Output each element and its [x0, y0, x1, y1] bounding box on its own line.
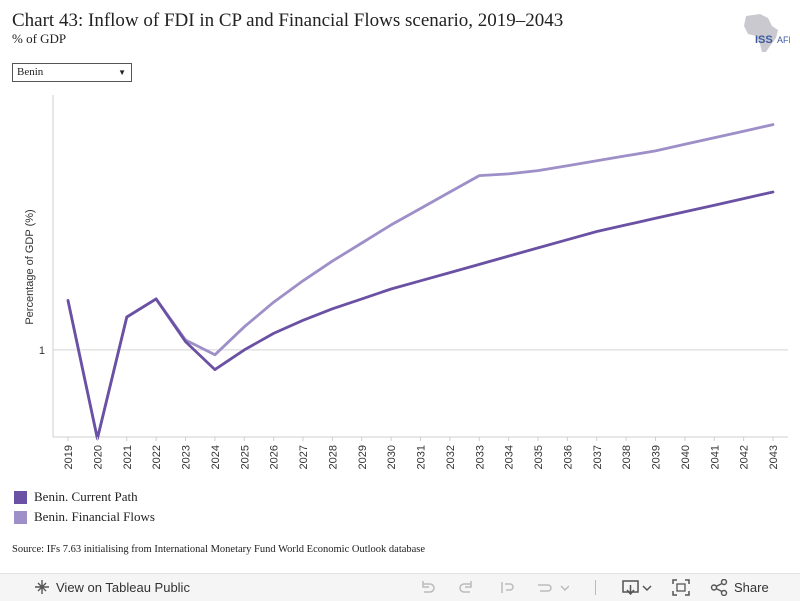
redo-icon[interactable] [458, 579, 476, 596]
x-tick-label: 2021 [122, 445, 134, 469]
line-chart: 2019 2020 2021 2022 2023 2024 2025 2026 2027 2028… [24, 95, 788, 469]
logo-text-iss: ISS [755, 34, 773, 46]
x-tick-label: 2031 [416, 445, 428, 469]
x-tick-label: 2038 [621, 445, 633, 469]
x-tick-label: 2035 [533, 445, 545, 469]
legend-item-financial-flows[interactable]: Benin. Financial Flows [14, 507, 155, 527]
x-tick-label: 2022 [151, 445, 163, 469]
x-tick-label: 2039 [651, 445, 663, 469]
x-tick-label: 2042 [739, 445, 751, 469]
y-tick-label: 1 [39, 345, 45, 357]
x-tick-label: 2043 [768, 445, 780, 469]
x-tick-label: 2030 [386, 445, 398, 469]
tableau-icon [35, 580, 49, 594]
x-tick-label: 2024 [210, 445, 222, 469]
legend-swatch [14, 510, 27, 524]
fullscreen-icon[interactable] [672, 579, 690, 596]
series-line-current-path [66, 190, 775, 441]
legend-label: Benin. Financial Flows [34, 509, 155, 524]
toolbar-separator [595, 580, 596, 595]
undo-icon[interactable] [418, 579, 436, 596]
share-button[interactable]: Share [710, 579, 769, 596]
refresh-icon[interactable] [535, 579, 569, 596]
legend-swatch [14, 490, 27, 504]
country-select[interactable]: Benin ▼ [12, 63, 132, 82]
chart-subtitle: % of GDP [12, 31, 67, 46]
x-axis-ticks: 2019 2020 2021 2022 2023 2024 2025 2026 2027 2028… [63, 437, 780, 469]
x-tick-label: 2019 [63, 445, 75, 469]
tableau-toolbar: View on Tableau Public Share [0, 573, 800, 601]
share-icon [710, 579, 728, 596]
legend-label: Benin. Current Path [34, 489, 138, 504]
x-tick-label: 2025 [239, 445, 251, 469]
chart-legend: Benin. Current Path Benin. Financial Flo… [14, 487, 155, 527]
download-icon[interactable] [622, 579, 652, 596]
chart-series [66, 123, 775, 441]
x-tick-label: 2020 [92, 445, 104, 469]
x-tick-label: 2033 [474, 445, 486, 469]
x-tick-label: 2029 [357, 445, 369, 469]
x-tick-label: 2036 [562, 445, 574, 469]
x-tick-label: 2027 [298, 445, 310, 469]
x-tick-label: 2041 [709, 445, 721, 469]
view-on-tableau-label: View on Tableau Public [56, 579, 190, 595]
x-tick-label: 2040 [680, 445, 692, 469]
chevron-down-icon: ▼ [118, 68, 126, 77]
share-label: Share [734, 580, 769, 595]
chart-title: Chart 43: Inflow of FDI in CP and Financ… [12, 10, 564, 31]
x-tick-label: 2023 [181, 445, 193, 469]
country-select-value: Benin [17, 66, 44, 78]
x-tick-label: 2034 [504, 445, 516, 469]
y-axis-ticks: 1 [39, 345, 45, 357]
x-tick-label: 2032 [445, 445, 457, 469]
iss-africa-logo: ISS AFI [744, 14, 790, 52]
view-on-tableau-link[interactable]: View on Tableau Public [34, 579, 190, 595]
x-tick-label: 2037 [592, 445, 604, 469]
legend-item-current-path[interactable]: Benin. Current Path [14, 487, 155, 507]
logo-text-afr: AFI [777, 35, 790, 45]
x-tick-label: 2026 [269, 445, 281, 469]
x-tick-label: 2028 [327, 445, 339, 469]
source-note: Source: IFs 7.63 initialising from Inter… [12, 544, 426, 555]
y-axis-label: Percentage of GDP (%) [24, 209, 36, 324]
revert-icon[interactable] [498, 579, 516, 596]
